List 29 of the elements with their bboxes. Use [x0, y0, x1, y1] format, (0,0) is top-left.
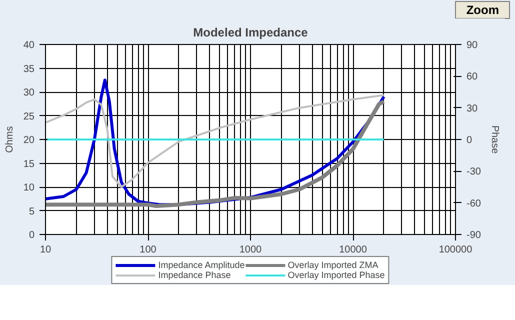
y-axis-title: Ohms	[4, 126, 16, 153]
y-tick-label: 5	[28, 206, 35, 218]
y-tick-label: 25	[23, 111, 35, 122]
x-tick-label: 10000	[339, 244, 368, 256]
y2-tick-label: 90	[466, 40, 478, 51]
x-tick-label: 10	[40, 244, 52, 256]
y-tick-label: 40	[23, 40, 35, 51]
y-tick-label: 10	[23, 182, 35, 194]
y-tick-label: 20	[23, 135, 35, 146]
y-tick-label: 0	[28, 230, 35, 241]
y2-tick-label: -90	[466, 230, 482, 241]
legend-label: Impedance Amplitude	[158, 260, 245, 270]
y2-tick-label: -30	[466, 166, 482, 178]
y-tick-label: 15	[23, 158, 35, 170]
y2-tick-label: 30	[466, 103, 478, 114]
x-tick-label: 100	[140, 244, 157, 256]
legend-label: Overlay Imported ZMA	[288, 260, 378, 270]
y2-tick-label: 60	[466, 72, 478, 83]
x-tick-label: 1000	[239, 244, 262, 256]
y2-axis-title: Phase	[488, 125, 500, 154]
y2-tick-label: -60	[466, 198, 482, 210]
chart-title: Modeled Impedance	[193, 26, 308, 40]
legend-label: Impedance Phase	[158, 270, 231, 280]
y2-tick-label: 0	[466, 135, 472, 146]
legend-label: Overlay Imported Phase	[288, 270, 385, 280]
y-tick-label: 30	[23, 88, 35, 98]
x-tick-label: 100000	[438, 244, 473, 256]
y-tick-label: 35	[23, 64, 35, 75]
text: Zoom	[455, 1, 510, 19]
